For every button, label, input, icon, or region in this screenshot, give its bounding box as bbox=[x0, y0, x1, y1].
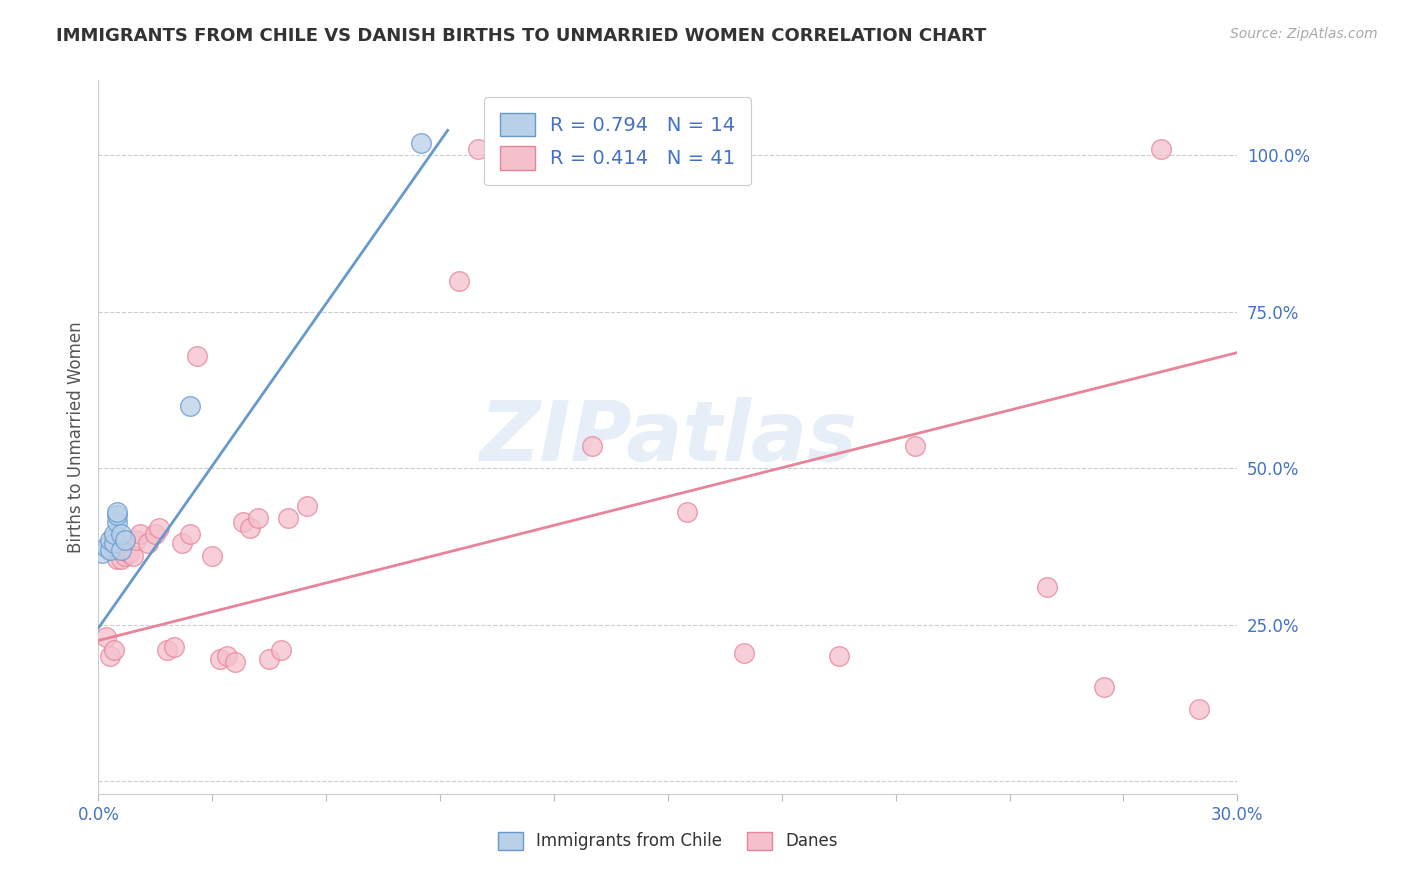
Point bbox=[145, 527, 167, 541]
Point bbox=[449, 274, 471, 288]
Point bbox=[201, 549, 224, 563]
Point bbox=[103, 643, 125, 657]
Point bbox=[125, 533, 148, 548]
Point bbox=[270, 643, 292, 657]
Point bbox=[224, 656, 246, 670]
Point bbox=[107, 505, 129, 519]
Text: Source: ZipAtlas.com: Source: ZipAtlas.com bbox=[1230, 27, 1378, 41]
Point bbox=[114, 549, 136, 563]
Point bbox=[107, 536, 129, 550]
Point bbox=[904, 440, 927, 454]
Point bbox=[163, 640, 186, 654]
Point bbox=[676, 505, 699, 519]
Point bbox=[107, 552, 129, 566]
Point bbox=[411, 136, 433, 150]
Point bbox=[156, 643, 179, 657]
Point bbox=[110, 552, 132, 566]
Point bbox=[94, 631, 117, 645]
Point bbox=[121, 549, 143, 563]
Point bbox=[136, 536, 159, 550]
Point bbox=[118, 546, 141, 560]
Point bbox=[129, 527, 152, 541]
Point bbox=[110, 527, 132, 541]
Point bbox=[297, 499, 319, 513]
Point bbox=[239, 521, 262, 535]
Point bbox=[94, 540, 117, 554]
Point bbox=[98, 649, 121, 664]
Point bbox=[208, 652, 231, 666]
Point bbox=[259, 652, 281, 666]
Point bbox=[232, 515, 254, 529]
Point bbox=[170, 536, 193, 550]
Point bbox=[110, 542, 132, 557]
Text: ZIPatlas: ZIPatlas bbox=[479, 397, 856, 477]
Point bbox=[1036, 580, 1059, 594]
Point bbox=[277, 511, 299, 525]
Point bbox=[179, 399, 201, 413]
Point bbox=[1150, 142, 1173, 156]
Point bbox=[114, 533, 136, 548]
Point bbox=[98, 533, 121, 548]
Point bbox=[148, 521, 170, 535]
Legend: Immigrants from Chile, Danes: Immigrants from Chile, Danes bbox=[491, 825, 845, 857]
Point bbox=[186, 349, 208, 363]
Point bbox=[98, 542, 121, 557]
Y-axis label: Births to Unmarried Women: Births to Unmarried Women bbox=[66, 321, 84, 553]
Point bbox=[1188, 702, 1211, 716]
Point bbox=[828, 649, 851, 664]
Point bbox=[103, 536, 125, 550]
Point bbox=[467, 142, 489, 156]
Point bbox=[246, 511, 269, 525]
Point bbox=[1094, 681, 1116, 695]
Point bbox=[581, 440, 603, 454]
Point bbox=[179, 527, 201, 541]
Point bbox=[107, 515, 129, 529]
Point bbox=[733, 646, 755, 660]
Point bbox=[91, 546, 114, 560]
Point bbox=[217, 649, 239, 664]
Text: IMMIGRANTS FROM CHILE VS DANISH BIRTHS TO UNMARRIED WOMEN CORRELATION CHART: IMMIGRANTS FROM CHILE VS DANISH BIRTHS T… bbox=[56, 27, 987, 45]
Point bbox=[103, 527, 125, 541]
Point bbox=[107, 508, 129, 523]
